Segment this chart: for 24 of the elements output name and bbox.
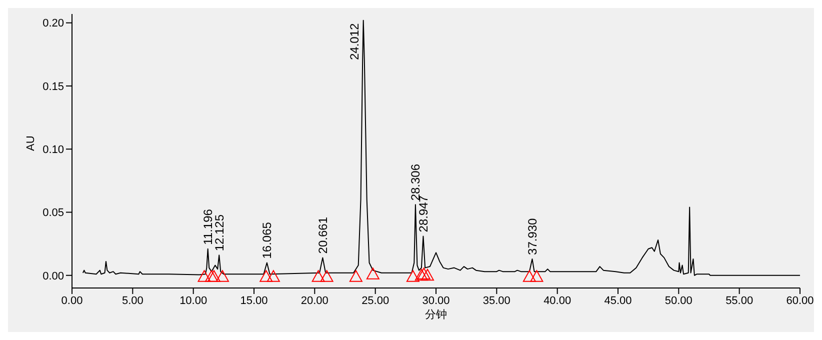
x-tick-label: 40.00 — [544, 294, 572, 307]
x-tick-label: 20.00 — [300, 294, 328, 307]
y-tick-label: 0.00 — [42, 270, 64, 282]
x-axis-title: 分钟 — [425, 309, 447, 321]
annotation: 20.661 — [316, 216, 330, 254]
x-tick-label: 5.00 — [122, 294, 144, 307]
x-tick-label: 50.00 — [664, 294, 692, 307]
y-tick-label: 0.15 — [42, 80, 64, 93]
x-tick-label: 35.00 — [482, 294, 510, 307]
y-tick-label: 0.10 — [42, 144, 64, 156]
x-tick-label: 15.00 — [240, 294, 268, 307]
annotation: 24.012 — [348, 22, 362, 60]
x-tick-label: 30.00 — [422, 294, 450, 307]
x-tick-label: 60.00 — [786, 294, 814, 307]
x-tick-label: 0.00 — [61, 294, 83, 307]
x-tick-label: 55.00 — [726, 294, 754, 307]
annotation: 16.065 — [260, 222, 274, 259]
y-tick-label: 0.05 — [42, 207, 64, 220]
annotation: 37.930 — [525, 218, 540, 255]
y-tick-label: 0.20 — [42, 18, 64, 30]
x-tick-label: 10.00 — [180, 294, 208, 307]
x-tick-label: 25.00 — [362, 294, 390, 307]
x-tick-label: 45.00 — [604, 294, 632, 307]
y-axis-title: AU — [24, 136, 37, 151]
